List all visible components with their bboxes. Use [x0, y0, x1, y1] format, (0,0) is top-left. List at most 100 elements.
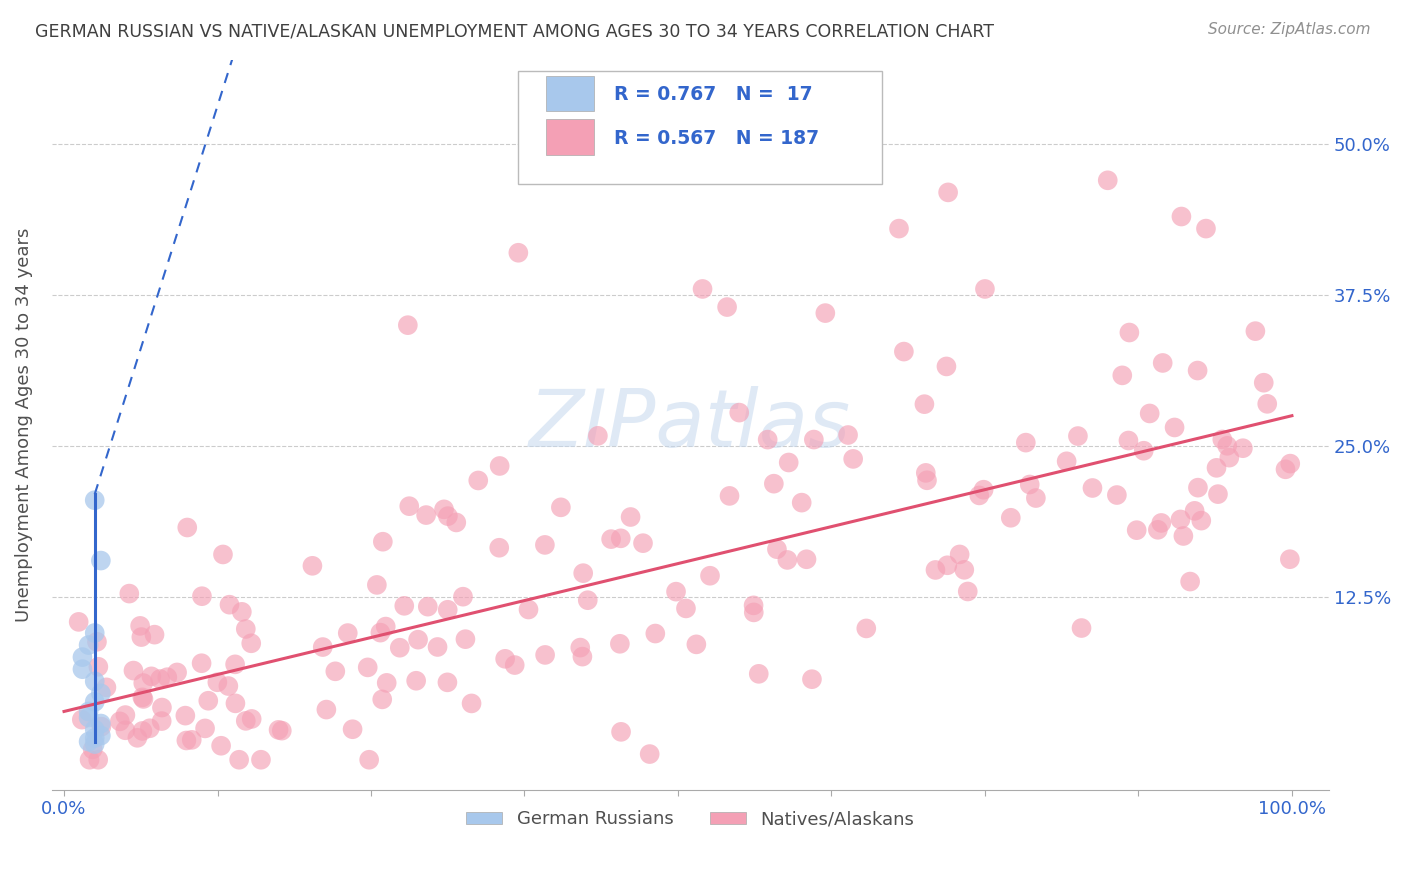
Natives/Alaskans — [396, 318, 419, 333]
Natives/Alaskans — [217, 679, 239, 693]
Natives/Alaskans — [436, 675, 458, 690]
German Russians — [83, 723, 105, 737]
Natives/Alaskans — [644, 626, 666, 640]
Natives/Alaskans — [974, 282, 997, 296]
Natives/Alaskans — [572, 566, 595, 581]
Natives/Alaskans — [814, 306, 837, 320]
German Russians — [77, 705, 100, 719]
Natives/Alaskans — [235, 622, 257, 636]
Natives/Alaskans — [1256, 397, 1278, 411]
Natives/Alaskans — [619, 510, 641, 524]
Natives/Alaskans — [800, 672, 823, 686]
Natives/Alaskans — [433, 502, 456, 516]
Natives/Alaskans — [914, 466, 936, 480]
Natives/Alaskans — [956, 584, 979, 599]
Text: Source: ZipAtlas.com: Source: ZipAtlas.com — [1208, 22, 1371, 37]
Natives/Alaskans — [90, 720, 112, 734]
Natives/Alaskans — [675, 601, 697, 615]
Natives/Alaskans — [436, 603, 458, 617]
Natives/Alaskans — [1081, 481, 1104, 495]
Natives/Alaskans — [1097, 173, 1119, 187]
Natives/Alaskans — [488, 541, 510, 555]
Natives/Alaskans — [156, 670, 179, 684]
Natives/Alaskans — [180, 732, 202, 747]
Natives/Alaskans — [1187, 481, 1209, 495]
Natives/Alaskans — [1170, 210, 1192, 224]
Natives/Alaskans — [534, 648, 557, 662]
German Russians — [83, 731, 105, 745]
Natives/Alaskans — [336, 626, 359, 640]
Natives/Alaskans — [1150, 516, 1173, 530]
German Russians — [83, 695, 105, 709]
Natives/Alaskans — [1056, 454, 1078, 468]
Natives/Alaskans — [114, 723, 136, 738]
Natives/Alaskans — [270, 723, 292, 738]
Natives/Alaskans — [406, 632, 429, 647]
Natives/Alaskans — [1139, 407, 1161, 421]
Natives/Alaskans — [315, 702, 337, 716]
Natives/Alaskans — [415, 508, 437, 522]
Natives/Alaskans — [494, 652, 516, 666]
Natives/Alaskans — [388, 640, 411, 655]
Natives/Alaskans — [86, 634, 108, 648]
Natives/Alaskans — [224, 697, 246, 711]
Y-axis label: Unemployment Among Ages 30 to 34 years: Unemployment Among Ages 30 to 34 years — [15, 227, 32, 622]
Natives/Alaskans — [1170, 512, 1192, 526]
Natives/Alaskans — [228, 753, 250, 767]
Natives/Alaskans — [742, 606, 765, 620]
German Russians — [72, 650, 94, 665]
Natives/Alaskans — [776, 553, 799, 567]
Text: R = 0.567   N = 187: R = 0.567 N = 187 — [613, 129, 818, 148]
Natives/Alaskans — [1187, 363, 1209, 377]
Natives/Alaskans — [87, 753, 110, 767]
Natives/Alaskans — [127, 731, 149, 745]
Natives/Alaskans — [398, 499, 420, 513]
Natives/Alaskans — [790, 495, 813, 509]
Natives/Alaskans — [1218, 450, 1240, 465]
Natives/Alaskans — [190, 657, 212, 671]
Natives/Alaskans — [766, 542, 789, 557]
Natives/Alaskans — [638, 747, 661, 761]
Natives/Alaskans — [132, 676, 155, 690]
Natives/Alaskans — [301, 558, 323, 573]
Natives/Alaskans — [357, 660, 380, 674]
Natives/Alaskans — [197, 694, 219, 708]
Natives/Alaskans — [973, 483, 995, 497]
German Russians — [83, 626, 105, 640]
Natives/Alaskans — [488, 458, 510, 473]
Natives/Alaskans — [218, 598, 240, 612]
Natives/Alaskans — [1125, 523, 1147, 537]
Natives/Alaskans — [371, 692, 394, 706]
Natives/Alaskans — [1025, 491, 1047, 505]
Natives/Alaskans — [370, 625, 392, 640]
Natives/Alaskans — [610, 532, 633, 546]
Natives/Alaskans — [586, 429, 609, 443]
German Russians — [90, 716, 112, 731]
Natives/Alaskans — [149, 672, 172, 686]
Legend: German Russians, Natives/Alaskans: German Russians, Natives/Alaskans — [460, 803, 921, 836]
Natives/Alaskans — [323, 665, 346, 679]
Natives/Alaskans — [366, 578, 388, 592]
Natives/Alaskans — [1105, 488, 1128, 502]
Natives/Alaskans — [426, 640, 449, 654]
Natives/Alaskans — [631, 536, 654, 550]
Text: ZIPatlas: ZIPatlas — [529, 385, 851, 464]
Natives/Alaskans — [1184, 504, 1206, 518]
Natives/Alaskans — [194, 722, 217, 736]
Natives/Alaskans — [141, 669, 163, 683]
Natives/Alaskans — [1253, 376, 1275, 390]
Natives/Alaskans — [1206, 487, 1229, 501]
Natives/Alaskans — [342, 723, 364, 737]
Natives/Alaskans — [665, 584, 688, 599]
Natives/Alaskans — [132, 692, 155, 706]
Natives/Alaskans — [762, 476, 785, 491]
Natives/Alaskans — [778, 455, 800, 469]
Natives/Alaskans — [1067, 429, 1090, 443]
Natives/Alaskans — [1173, 529, 1195, 543]
Natives/Alaskans — [610, 724, 633, 739]
Natives/Alaskans — [1178, 574, 1201, 589]
Natives/Alaskans — [855, 622, 877, 636]
Natives/Alaskans — [129, 619, 152, 633]
Natives/Alaskans — [1118, 434, 1140, 448]
Natives/Alaskans — [166, 665, 188, 680]
